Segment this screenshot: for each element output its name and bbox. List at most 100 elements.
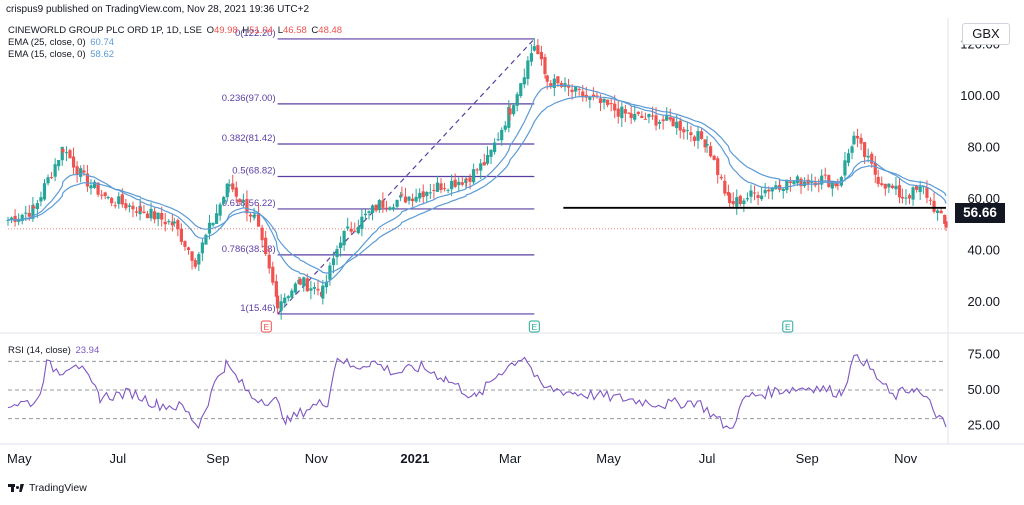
candle-body	[897, 185, 902, 198]
candle-body	[145, 213, 150, 219]
candle-group	[6, 37, 948, 320]
candle-body	[855, 135, 860, 139]
candle-body	[876, 176, 880, 184]
candle-body	[668, 117, 672, 120]
candle-body	[290, 290, 294, 298]
candle-body	[346, 226, 350, 229]
candle-body	[120, 194, 124, 205]
candle-body	[830, 181, 834, 189]
price-tick-label: 100.00	[960, 88, 1000, 103]
candle-body	[526, 60, 530, 79]
candle-body	[719, 176, 723, 179]
candle-body	[900, 196, 905, 199]
candle-body	[35, 203, 39, 210]
candle-body	[682, 129, 686, 133]
candle-body	[745, 198, 750, 200]
candle-body	[260, 227, 264, 241]
price-tick-label: 20.00	[967, 294, 1000, 309]
candle-body	[204, 234, 208, 245]
candle-body	[442, 188, 447, 190]
candle-body	[42, 183, 47, 200]
candle-body	[418, 192, 422, 199]
candle-body	[225, 183, 229, 198]
rsi-legend: RSI (14, close) 23.94	[8, 345, 99, 357]
candle-body	[117, 196, 121, 205]
ema25-legend: EMA (25, close, 0) 60.74	[8, 37, 114, 49]
candle-body	[238, 199, 242, 202]
candle-body	[176, 220, 180, 230]
candle-body	[338, 242, 343, 248]
candle-body	[936, 210, 940, 213]
candle-body	[735, 197, 739, 207]
candle-body	[671, 118, 675, 127]
candle-body	[512, 105, 516, 115]
candle-body	[932, 200, 936, 212]
candle-body	[650, 115, 655, 117]
candle-body	[321, 285, 325, 299]
candle-body	[453, 179, 457, 187]
candle-body	[591, 94, 596, 97]
candle-body	[410, 198, 415, 202]
rsi-label: RSI (14, close)	[8, 345, 71, 356]
candle-body	[271, 266, 275, 283]
candle-body	[880, 183, 884, 185]
candle-body	[274, 281, 278, 297]
fib-level-label: 0.786(38.38)	[222, 244, 276, 255]
ohlc-close-label: C	[311, 25, 319, 36]
candle-body	[728, 193, 732, 204]
candle-body	[788, 181, 792, 183]
fib-level-label: 0.236(97.00)	[222, 93, 276, 104]
price-tick-label: 40.00	[967, 243, 1000, 258]
candle-body	[356, 226, 360, 234]
ema-15-line	[7, 84, 947, 284]
earnings-marker-box	[782, 320, 794, 333]
candle-body	[156, 212, 160, 220]
candle-body	[399, 195, 403, 198]
candle-body	[749, 190, 753, 197]
candle-body	[522, 77, 526, 85]
candle-body	[873, 162, 877, 175]
candle-body	[403, 196, 408, 203]
candle-body	[172, 221, 176, 224]
candle-body	[100, 194, 104, 196]
candle-body	[543, 57, 547, 75]
candle-body	[425, 192, 429, 197]
time-tick-label: Jul	[109, 451, 126, 466]
candle-body	[581, 91, 585, 98]
candle-body	[264, 237, 268, 255]
candle-body	[500, 129, 504, 141]
tradingview-logo-icon	[8, 483, 24, 493]
tradingview-footer[interactable]: TradingView	[8, 482, 87, 494]
candle-body	[309, 288, 313, 291]
candle-body	[71, 156, 76, 168]
candle-body	[331, 258, 336, 266]
candle-body	[103, 192, 107, 197]
candle-body	[252, 215, 256, 218]
candle-body	[106, 196, 110, 199]
candle-body	[335, 249, 339, 258]
candle-body	[507, 107, 511, 128]
ohlc-close-value: 48.48	[318, 25, 343, 36]
candle-body	[781, 188, 785, 191]
currency-button[interactable]: GBX	[962, 23, 1010, 45]
earnings-marker: E	[782, 320, 794, 333]
candle-body	[468, 177, 472, 182]
candle-body	[921, 186, 925, 188]
time-tick-label: Nov	[894, 451, 918, 466]
candle-body	[545, 75, 549, 82]
candle-body	[859, 137, 863, 144]
earnings-marker-label: E	[785, 322, 791, 332]
candle-body	[685, 130, 689, 132]
earnings-marker-label: E	[263, 322, 269, 332]
candle-body	[692, 136, 697, 142]
time-tick-label: Sep	[796, 451, 819, 466]
candle-body	[82, 170, 86, 173]
rsi-line	[7, 354, 947, 430]
rsi-tick-label: 75.00	[967, 346, 1000, 361]
candle-body	[342, 230, 346, 246]
candle-body	[482, 162, 486, 166]
tradingview-brand: TradingView	[29, 482, 87, 494]
candle-body	[820, 175, 824, 185]
